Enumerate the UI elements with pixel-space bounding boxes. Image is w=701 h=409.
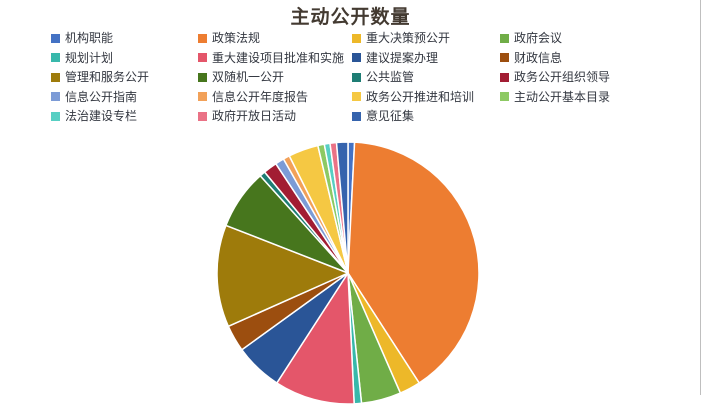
legend-item[interactable]: 双随机一公开 [198,70,284,84]
legend-swatch-icon [51,92,60,101]
legend-swatch-icon [352,92,361,101]
legend-item[interactable]: 意见征集 [352,109,414,123]
legend-swatch-icon [51,111,60,121]
legend-swatch-icon [352,111,361,121]
legend-swatch-icon [198,92,207,101]
legend-label: 政府开放日活动 [212,109,297,123]
legend-label: 政务公开推进和培训 [366,89,475,104]
legend-label: 政务公开组织领导 [514,70,611,84]
legend-label: 政府会议 [514,31,563,45]
legend-swatch-icon [51,33,60,43]
pie-slice-9[interactable] [216,224,349,328]
legend-swatch-icon [500,53,509,62]
legend-label: 公共监管 [366,70,415,84]
legend-label: 管理和服务公开 [65,70,150,84]
legend-swatch-icon [500,72,509,82]
pie-slice-19[interactable] [335,141,349,274]
legend-swatch-icon [51,53,60,62]
legend-item[interactable]: 重大决策预公开 [352,31,450,45]
legend-label: 政策法规 [212,31,261,45]
legend: 机构职能 政策法规 重大决策预公开 政府会议规划计划 重大建设项目批准和实施 建议提案办理… [0,0,701,135]
legend-swatch-icon [352,53,361,62]
legend-item[interactable]: 建议提案办理 [352,51,438,65]
legend-swatch-icon [500,33,509,43]
legend-label: 财政信息 [514,50,563,65]
legend-label: 法治建设专栏 [65,109,138,123]
legend-item[interactable]: 政府会议 [500,31,562,45]
legend-item[interactable]: 主动公开基本目录 [500,90,610,104]
legend-swatch-icon [352,33,361,43]
legend-swatch-icon [51,72,60,82]
legend-item[interactable]: 财政信息 [500,51,562,65]
legend-item[interactable]: 政府开放日活动 [198,109,296,123]
legend-item[interactable]: 机构职能 [51,31,113,45]
chart-title: 主动公开数量 [290,7,411,28]
legend-label: 机构职能 [65,31,114,45]
legend-label: 信息公开指南 [65,89,138,104]
legend-item[interactable]: 公共监管 [352,70,414,84]
legend-swatch-icon [198,53,207,62]
legend-label: 双随机一公开 [212,70,285,84]
legend-item[interactable]: 政策法规 [198,31,260,45]
legend-swatch-icon [500,92,509,101]
legend-item[interactable]: 管理和服务公开 [51,70,149,84]
legend-item[interactable]: 信息公开指南 [51,90,137,104]
legend-label: 重大建设项目批准和实施 [212,50,345,65]
legend-label: 信息公开年度报告 [212,89,309,104]
legend-item[interactable]: 政务公开组织领导 [500,70,610,84]
legend-label: 意见征集 [366,109,415,123]
legend-swatch-icon [352,72,361,82]
legend-item[interactable]: 政务公开推进和培训 [352,90,474,104]
legend-label: 重大决策预公开 [366,31,451,45]
legend-item[interactable]: 法治建设专栏 [51,109,137,123]
legend-swatch-icon [198,72,207,82]
legend-item[interactable]: 信息公开年度报告 [198,90,308,104]
pie-slice-6[interactable] [276,272,355,405]
legend-swatch-icon [198,33,207,43]
legend-label: 建议提案办理 [366,50,439,65]
legend-swatch-icon [198,111,207,121]
legend-item[interactable]: 重大建设项目批准和实施 [198,51,344,65]
legend-item[interactable]: 规划计划 [51,51,113,65]
legend-label: 主动公开基本目录 [514,89,611,104]
legend-label: 规划计划 [65,50,114,65]
